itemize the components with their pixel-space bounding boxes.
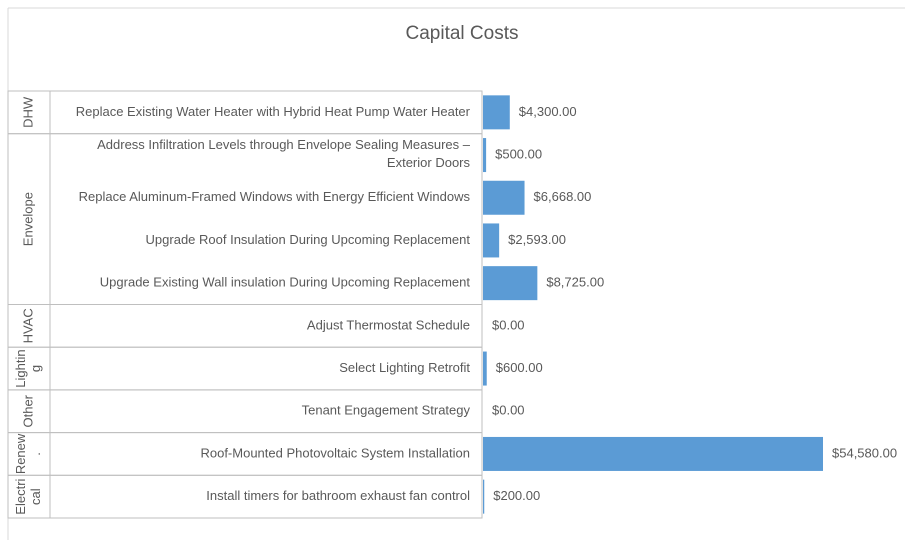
bar (483, 138, 487, 173)
value-label: $4,300.00 (519, 104, 577, 119)
value-label: $500.00 (495, 146, 542, 161)
group-box (7, 474, 483, 519)
category-label: Install timers for bathroom exhaust fan … (206, 488, 470, 503)
value-label: $0.00 (492, 317, 525, 332)
group-label: Other (20, 394, 35, 427)
bar (483, 223, 500, 258)
group-label: Envelope (20, 192, 35, 246)
group-label: Lightin (13, 349, 28, 387)
category-label: Adjust Thermostat Schedule (307, 317, 470, 332)
value-label: $200.00 (493, 488, 540, 503)
category-label: Upgrade Roof Insulation During Upcoming … (146, 232, 471, 247)
chart-title: Capital Costs (406, 23, 519, 44)
bar (483, 479, 485, 514)
bar (483, 95, 510, 130)
category-label: Roof-Mounted Photovoltaic System Install… (200, 445, 470, 460)
bar (483, 266, 538, 301)
group-label: g (28, 365, 43, 372)
category-label: Select Lighting Retrofit (339, 360, 470, 375)
group-label: Renew (13, 433, 28, 474)
value-label: $6,668.00 (534, 189, 592, 204)
value-label: $2,593.00 (508, 232, 566, 247)
group-label: Electri (13, 478, 28, 514)
bar (483, 351, 487, 386)
group-label: DHW (20, 96, 35, 128)
category-label: Address Infiltration Levels through Enve… (97, 137, 471, 170)
value-label: $0.00 (492, 403, 525, 418)
value-label: $54,580.00 (832, 445, 897, 460)
group-label: cal (28, 488, 43, 505)
group-label: HVAC (20, 308, 35, 343)
group-label: . (28, 452, 43, 456)
category-label: Replace Existing Water Heater with Hybri… (76, 104, 471, 119)
bar (483, 436, 823, 471)
category-label: Upgrade Existing Wall insulation During … (100, 275, 471, 290)
category-label: Replace Aluminum-Framed Windows with Ene… (79, 189, 471, 204)
value-label: $8,725.00 (546, 275, 604, 290)
category-label: Tenant Engagement Strategy (302, 403, 471, 418)
value-label: $600.00 (496, 360, 543, 375)
bar (483, 180, 525, 215)
